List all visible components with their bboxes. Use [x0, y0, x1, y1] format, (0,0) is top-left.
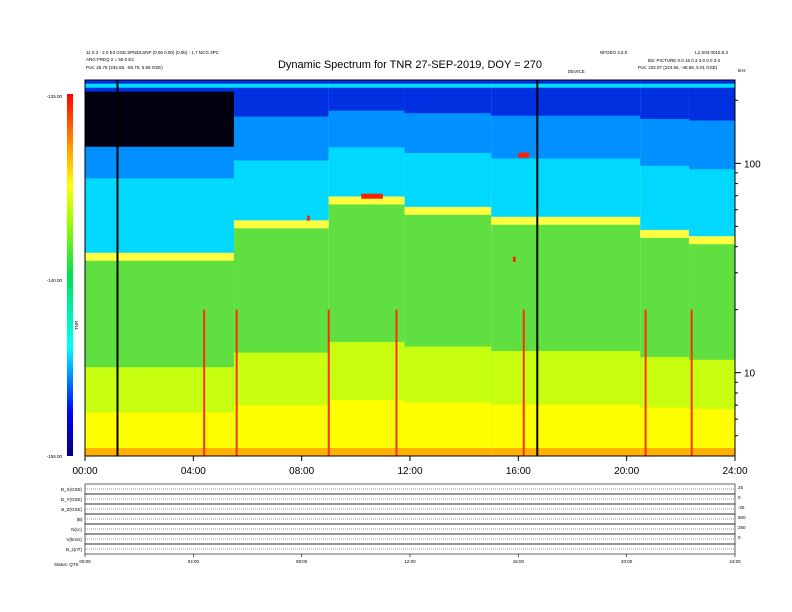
vertical-marker: [116, 80, 119, 456]
panel-row-label: N(cc): [71, 527, 82, 532]
panel-right-tick: 0: [738, 495, 741, 500]
panel-x-tick-label: 16:00: [513, 559, 525, 564]
background-low-band: [640, 448, 689, 456]
time-axis: 00:00 04:00 08:00 12:00 16:00 20:00 24:00: [72, 456, 748, 477]
background-low-band: [491, 404, 641, 456]
panel-row-label: V(km/s): [67, 537, 83, 542]
x-tick-label: 12:00: [397, 466, 422, 477]
panel-row-label: |B|: [77, 517, 82, 522]
vertical-marker: [536, 80, 539, 456]
right-info-line-4: Pos: 232.07 (224.56, -48.68, 5.01 GSE): [638, 65, 718, 70]
background-boundary-band: [688, 236, 735, 245]
x-tick-label: 00:00: [72, 466, 97, 477]
panel-x-tick-label: 20:00: [621, 559, 633, 564]
left-info-line-1: 11 0.3 - 2.0 E3 GSE:SPNDLSNP (0.06 0.00)…: [86, 50, 220, 55]
background-low-band: [404, 448, 492, 456]
burst-mark: [690, 309, 693, 456]
burst-mark: [235, 309, 238, 456]
panel-right-tick: 250: [738, 525, 746, 530]
colorbar-tick-bottom: -155.00: [47, 454, 63, 459]
spectrogram-plot: [85, 80, 735, 456]
red-feature: [512, 256, 516, 262]
background-low-band: [233, 405, 329, 456]
chart-title: Dynamic Spectrum for TNR 27-SEP-2019, DO…: [278, 59, 542, 71]
panel-x-tick-label: 24:00: [729, 559, 741, 564]
colorbar-tick-mid: -140.00: [47, 278, 63, 283]
y-tick-label: 10: [744, 369, 756, 380]
panel-footer-label: Status: QTS: [54, 562, 79, 567]
panel-row-label: B_Z(GSE): [61, 507, 82, 512]
red-feature: [361, 193, 383, 199]
left-info-line-3: Pos: 25.76 (234.68, -85.70, 5.69 GSE): [86, 65, 163, 70]
panel-right-tick: -25: [738, 505, 745, 510]
burst-mark: [522, 309, 525, 456]
y-tick-label: 100: [744, 159, 761, 170]
burst-mark: [395, 309, 398, 456]
x-tick-label: 08:00: [289, 466, 314, 477]
background-boundary-band: [328, 196, 405, 205]
background-boundary-band: [85, 252, 234, 261]
panel-right-tick: 500: [738, 515, 746, 520]
background-low-band: [640, 407, 689, 456]
burst-mark: [644, 309, 647, 456]
panel-right-tick: 25: [738, 485, 744, 490]
red-feature: [307, 215, 310, 221]
background-low-band: [688, 448, 735, 456]
background-low-band: [491, 448, 641, 456]
panel-x-tick-label: 04:00: [188, 559, 200, 564]
background-boundary-band: [491, 216, 641, 225]
red-feature: [518, 152, 530, 158]
colorbar-tick-top: -125.00: [47, 94, 63, 99]
right-info-line-3: BS: PICTURE 0.0 16 0.3 3.0 0.0 3.3: [648, 58, 721, 63]
background-low-band: [328, 400, 405, 456]
background-low-band: [233, 448, 329, 456]
panel-x-tick-label: 12:00: [404, 559, 416, 564]
background-boundary-band: [640, 229, 689, 238]
panel-row-label: B_X(GSE): [61, 487, 83, 492]
background-low-band: [404, 402, 492, 456]
x-tick-label: 24:00: [722, 466, 747, 477]
panel-x-tick-label: 08:00: [296, 559, 308, 564]
background-boundary-band: [233, 220, 329, 229]
marker-label: DEVICE: [568, 69, 585, 74]
top-cyan-line: [85, 83, 735, 88]
x-tick-label: 20:00: [614, 466, 639, 477]
x-tick-label: 04:00: [181, 466, 206, 477]
right-info-line-2: L2.S03 0015.5.3: [695, 50, 729, 55]
colorbar: [67, 94, 73, 456]
frequency-axis: 10 100: [735, 99, 761, 437]
x-tick-label: 16:00: [506, 466, 531, 477]
background-boundary-band: [404, 206, 492, 215]
burst-mark: [203, 309, 206, 456]
panel-x-tick-label: 00:00: [79, 559, 91, 564]
right-info-line-1: NFOEO 3.5.0: [600, 50, 628, 55]
panel-row-label: B_z(nT): [66, 547, 83, 552]
burst-mark: [327, 309, 330, 456]
frequency-unit-label: kHz: [738, 68, 746, 73]
panel-right-tick: 0: [738, 535, 741, 540]
left-info-line-2: ARG:FREQ 2 = 50.0 E2: [86, 57, 134, 62]
solar-wind-panel: B_X(GSE) B_Y(GSE) B_Z(GSE) |B| N(cc) V(km/s) B…: [54, 483, 746, 567]
colorbar-label: TNR: [74, 320, 79, 330]
panel-row-label: B_Y(GSE): [61, 497, 83, 502]
background-low-band: [85, 448, 234, 456]
data-gap-block: [85, 91, 234, 147]
background-low-band: [328, 448, 405, 456]
